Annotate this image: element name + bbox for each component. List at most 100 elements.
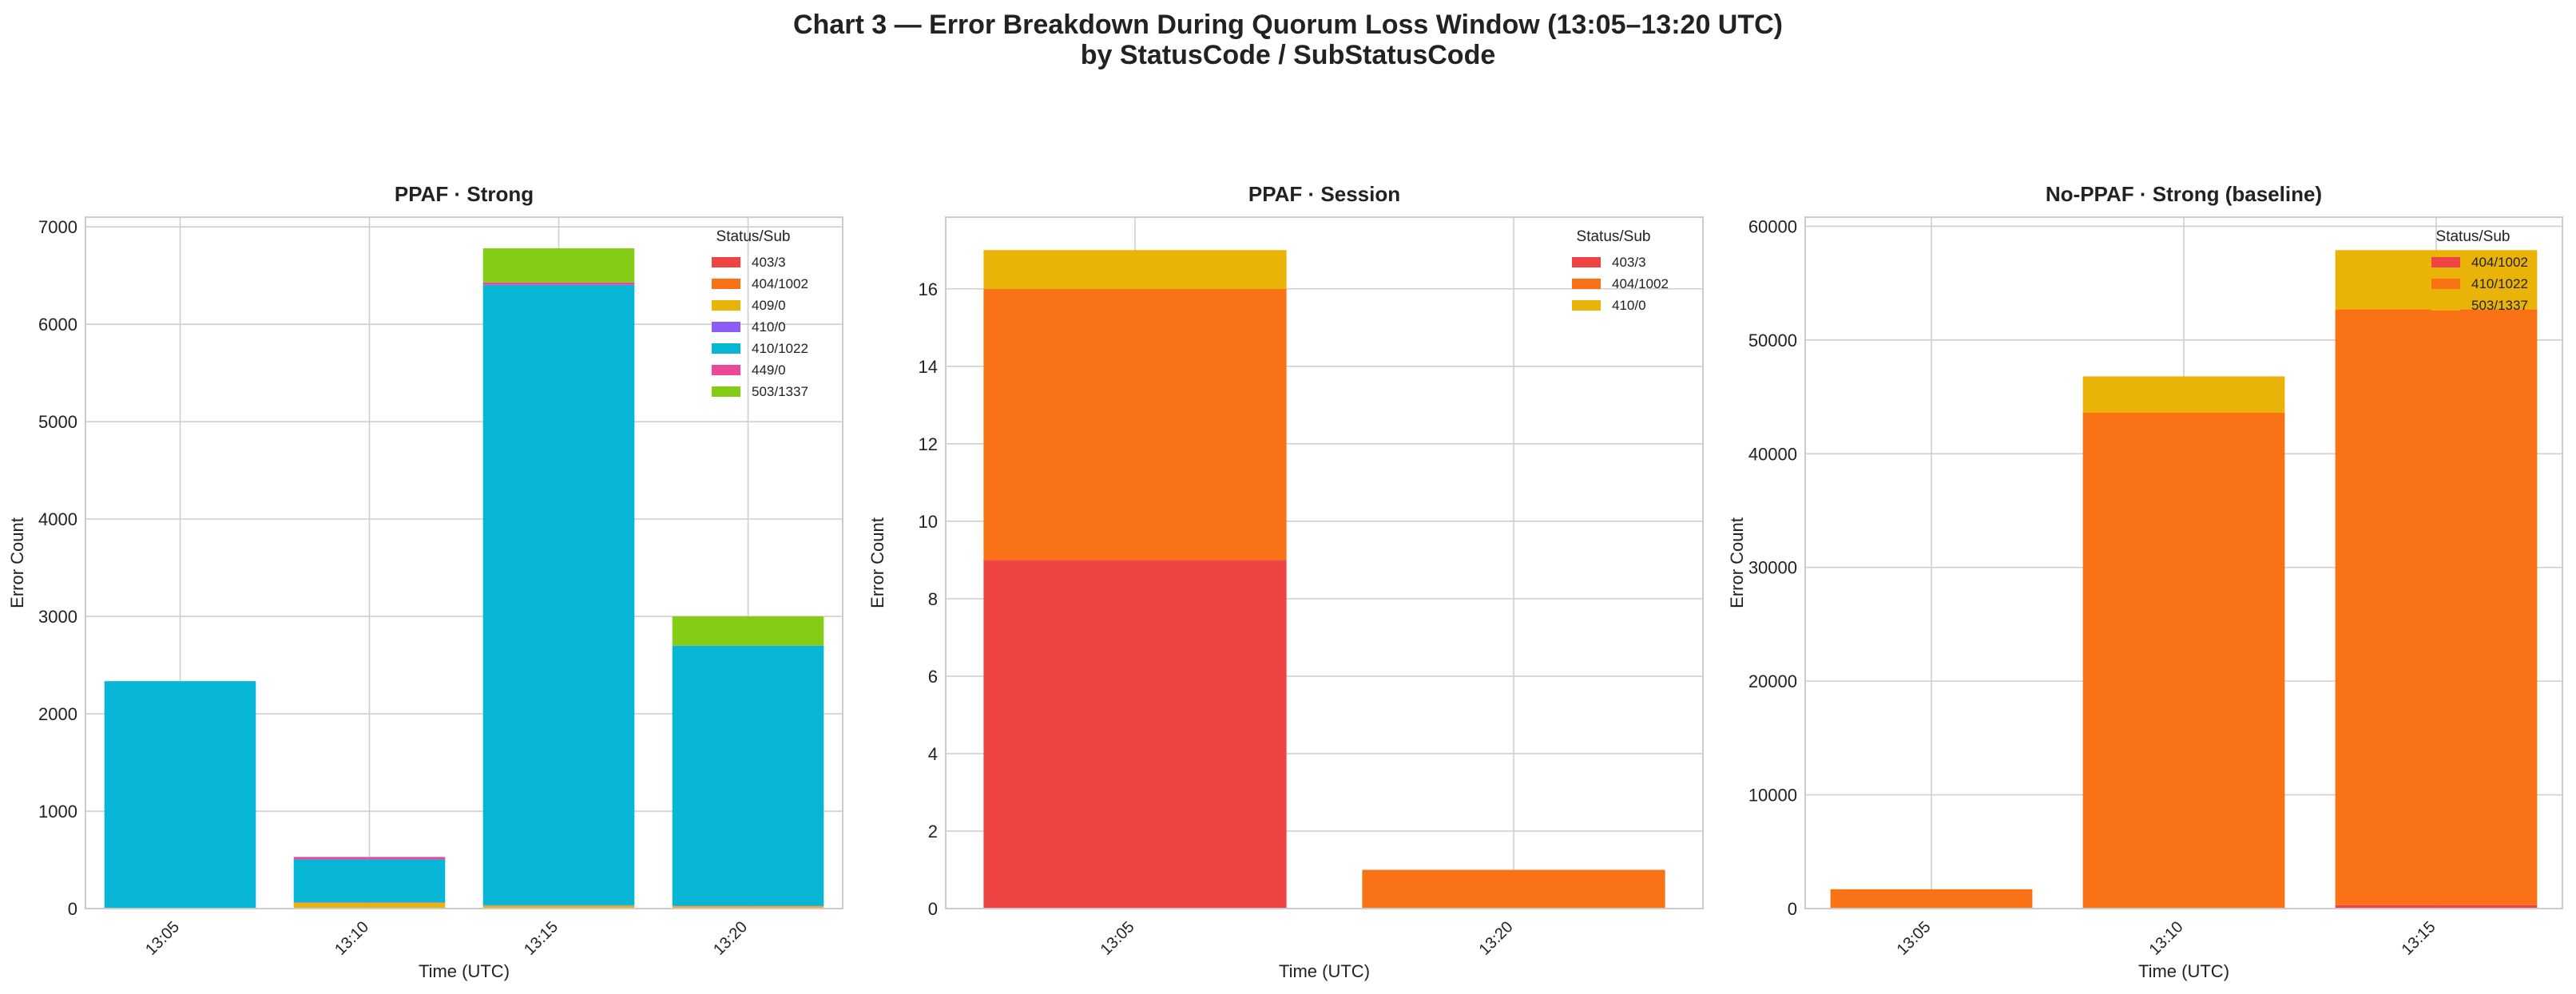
chart1-xtick-label-13-20: 13:20 (710, 918, 751, 959)
chart3-legend-swatch-410-1022 (2431, 279, 2460, 289)
chart2-legend-label-410-0: 410/0 (1612, 298, 1646, 313)
chart3-xtick-label-13-15: 13:15 (2399, 918, 2439, 959)
chart3-legend-label-404-1002: 404/1002 (2471, 255, 2528, 270)
chart3-ytick-label-1: 10000 (1748, 786, 1797, 806)
chart1-bar-13-15-503-1337 (482, 248, 635, 283)
chart1-xtick-label-13-10: 13:10 (331, 918, 372, 959)
chart2-title: PPAF · Session (1248, 182, 1400, 206)
chart1-legend-swatch-503-1337 (712, 386, 740, 397)
chart3-legend-title: Status/Sub (2436, 228, 2511, 245)
chart1-xtick-label-13-05: 13:05 (142, 918, 183, 959)
chart3-legend-swatch-503-1337 (2431, 300, 2460, 311)
chart1-ytick-label-7: 7000 (38, 217, 77, 237)
chart1-legend-swatch-404-1002 (712, 279, 740, 289)
chart1-bar-13-15-410-1022 (482, 284, 635, 905)
chart3-legend-label-410-1022: 410/1022 (2471, 276, 2528, 291)
chart3-ytick-label-5: 50000 (1748, 331, 1797, 350)
chart2-bar-13-05-403-3 (983, 560, 1287, 909)
chart2-ytick-label-5: 10 (919, 512, 938, 532)
chart1-legend-swatch-449-0 (712, 365, 740, 375)
chart3-bar-13-15-404-1002 (2335, 905, 2538, 909)
chart3-ytick-label-0: 0 (1788, 899, 1797, 919)
chart1-ytick-label-6: 6000 (38, 315, 77, 335)
chart2-legend-title: Status/Sub (1577, 228, 1651, 245)
chart3-legend-label-503-1337: 503/1337 (2471, 298, 2528, 313)
chart2-ytick-label-1: 2 (928, 822, 938, 842)
chart1-ytick-label-0: 0 (68, 899, 77, 919)
chart3-plot-frame (1804, 216, 2563, 909)
chart1-ytick-label-2: 2000 (38, 704, 77, 724)
chart2-legend-swatch-404-1002 (1572, 279, 1601, 289)
chart1-bar-13-15-409-0 (482, 905, 635, 909)
chart2-bar-13-05-410-0 (983, 250, 1287, 289)
chart2-plot-frame (945, 216, 1704, 909)
figure-title-line1: Chart 3 — Error Breakdown During Quorum … (792, 10, 1783, 40)
chart2-ytick-label-7: 14 (919, 357, 938, 377)
chart1-bar-13-05-410-1022 (104, 681, 256, 909)
chart2-bar-13-05-404-1002 (983, 288, 1287, 560)
chart3-ytick-label-4: 40000 (1748, 444, 1797, 464)
chart2-legend-label-404-1002: 404/1002 (1612, 276, 1669, 291)
chart2-ytick-label-2: 4 (928, 744, 938, 764)
chart1-legend-label-410-0: 410/0 (752, 319, 786, 335)
chart3-ytick-label-3: 30000 (1748, 558, 1797, 578)
chart1-plot-frame (85, 216, 843, 909)
chart1-legend-label-403-3: 403/3 (752, 255, 786, 270)
chart1-legend-swatch-410-1022 (712, 343, 740, 354)
chart2-legend-swatch-410-0 (1572, 300, 1601, 311)
chart1-legend-label-503-1337: 503/1337 (752, 384, 808, 399)
chart1-legend-swatch-409-0 (712, 300, 740, 311)
chart3-bar-13-15-410-1022 (2335, 309, 2538, 905)
chart1-legend-title: Status/Sub (716, 228, 791, 245)
chart1-bar-13-20-410-1022 (672, 645, 824, 906)
chart3-legend-swatch-404-1002 (2431, 257, 2460, 267)
chart2-ytick-label-6: 12 (919, 434, 938, 454)
chart1-ytick-label-4: 4000 (38, 509, 77, 529)
figure-title-line2: by StatusCode / SubStatusCode (1080, 40, 1496, 70)
chart1-legend-swatch-410-0 (712, 322, 740, 332)
chart1-legend-swatch-403-3 (712, 257, 740, 267)
chart2-bar-13-20-404-1002 (1362, 869, 1665, 909)
chart3-ytick-label-6: 60000 (1748, 216, 1797, 236)
chart3-bar-13-10-503-1337 (2082, 376, 2285, 413)
chart2-ytick-label-3: 6 (928, 667, 938, 687)
chart2-xlabel: Time (UTC) (1279, 961, 1370, 981)
chart2-ytick-label-0: 0 (928, 899, 938, 919)
chart2-ylabel: Error Count (867, 517, 887, 608)
chart2-xtick-label-13-05: 13:05 (1097, 918, 1138, 959)
chart1-bar-13-10-410-1022 (293, 859, 446, 903)
chart1-bar-13-20-410-0 (672, 905, 824, 906)
chart1-ytick-label-3: 3000 (38, 607, 77, 627)
chart2-xtick-label-13-20: 13:20 (1476, 918, 1517, 959)
chart3-bar-13-05-410-1022 (1830, 889, 2033, 909)
chart3-bar-13-10-410-1022 (2082, 412, 2285, 909)
chart3-title: No-PPAF · Strong (baseline) (2046, 182, 2322, 206)
chart3-ylabel: Error Count (1727, 517, 1747, 608)
chart1-legend-label-404-1002: 404/1002 (752, 276, 808, 291)
chart3-xtick-label-13-10: 13:10 (2146, 918, 2187, 959)
chart1-legend-label-449-0: 449/0 (752, 362, 786, 378)
chart1-bar-13-10-449-0 (293, 857, 446, 860)
chart1-bar-13-20-503-1337 (672, 616, 824, 646)
chart2-legend-swatch-403-3 (1572, 257, 1601, 267)
chart3-ytick-label-2: 20000 (1748, 671, 1797, 691)
chart2-ytick-label-4: 8 (928, 589, 938, 609)
chart2-legend-label-403-3: 403/3 (1612, 255, 1646, 270)
chart2-ytick-label-8: 16 (919, 279, 938, 299)
chart1-bar-13-15-410-0 (482, 905, 635, 906)
chart1-ylabel: Error Count (7, 517, 27, 608)
chart3-xtick-label-13-05: 13:05 (1894, 918, 1935, 959)
chart1-xtick-label-13-15: 13:15 (521, 918, 562, 959)
chart1-ytick-label-5: 5000 (38, 412, 77, 432)
chart1-bar-13-10-409-0 (293, 902, 446, 909)
chart3-xlabel: Time (UTC) (2138, 961, 2229, 981)
chart1-title: PPAF · Strong (395, 182, 534, 206)
chart1-bar-13-15-449-0 (482, 282, 635, 285)
chart1-bar-13-20-409-0 (672, 905, 824, 909)
chart1-legend-label-410-1022: 410/1022 (752, 341, 808, 356)
chart1-xlabel: Time (UTC) (419, 961, 510, 981)
chart1-legend-label-409-0: 409/0 (752, 298, 786, 313)
chart1-ytick-label-1: 1000 (38, 802, 77, 822)
